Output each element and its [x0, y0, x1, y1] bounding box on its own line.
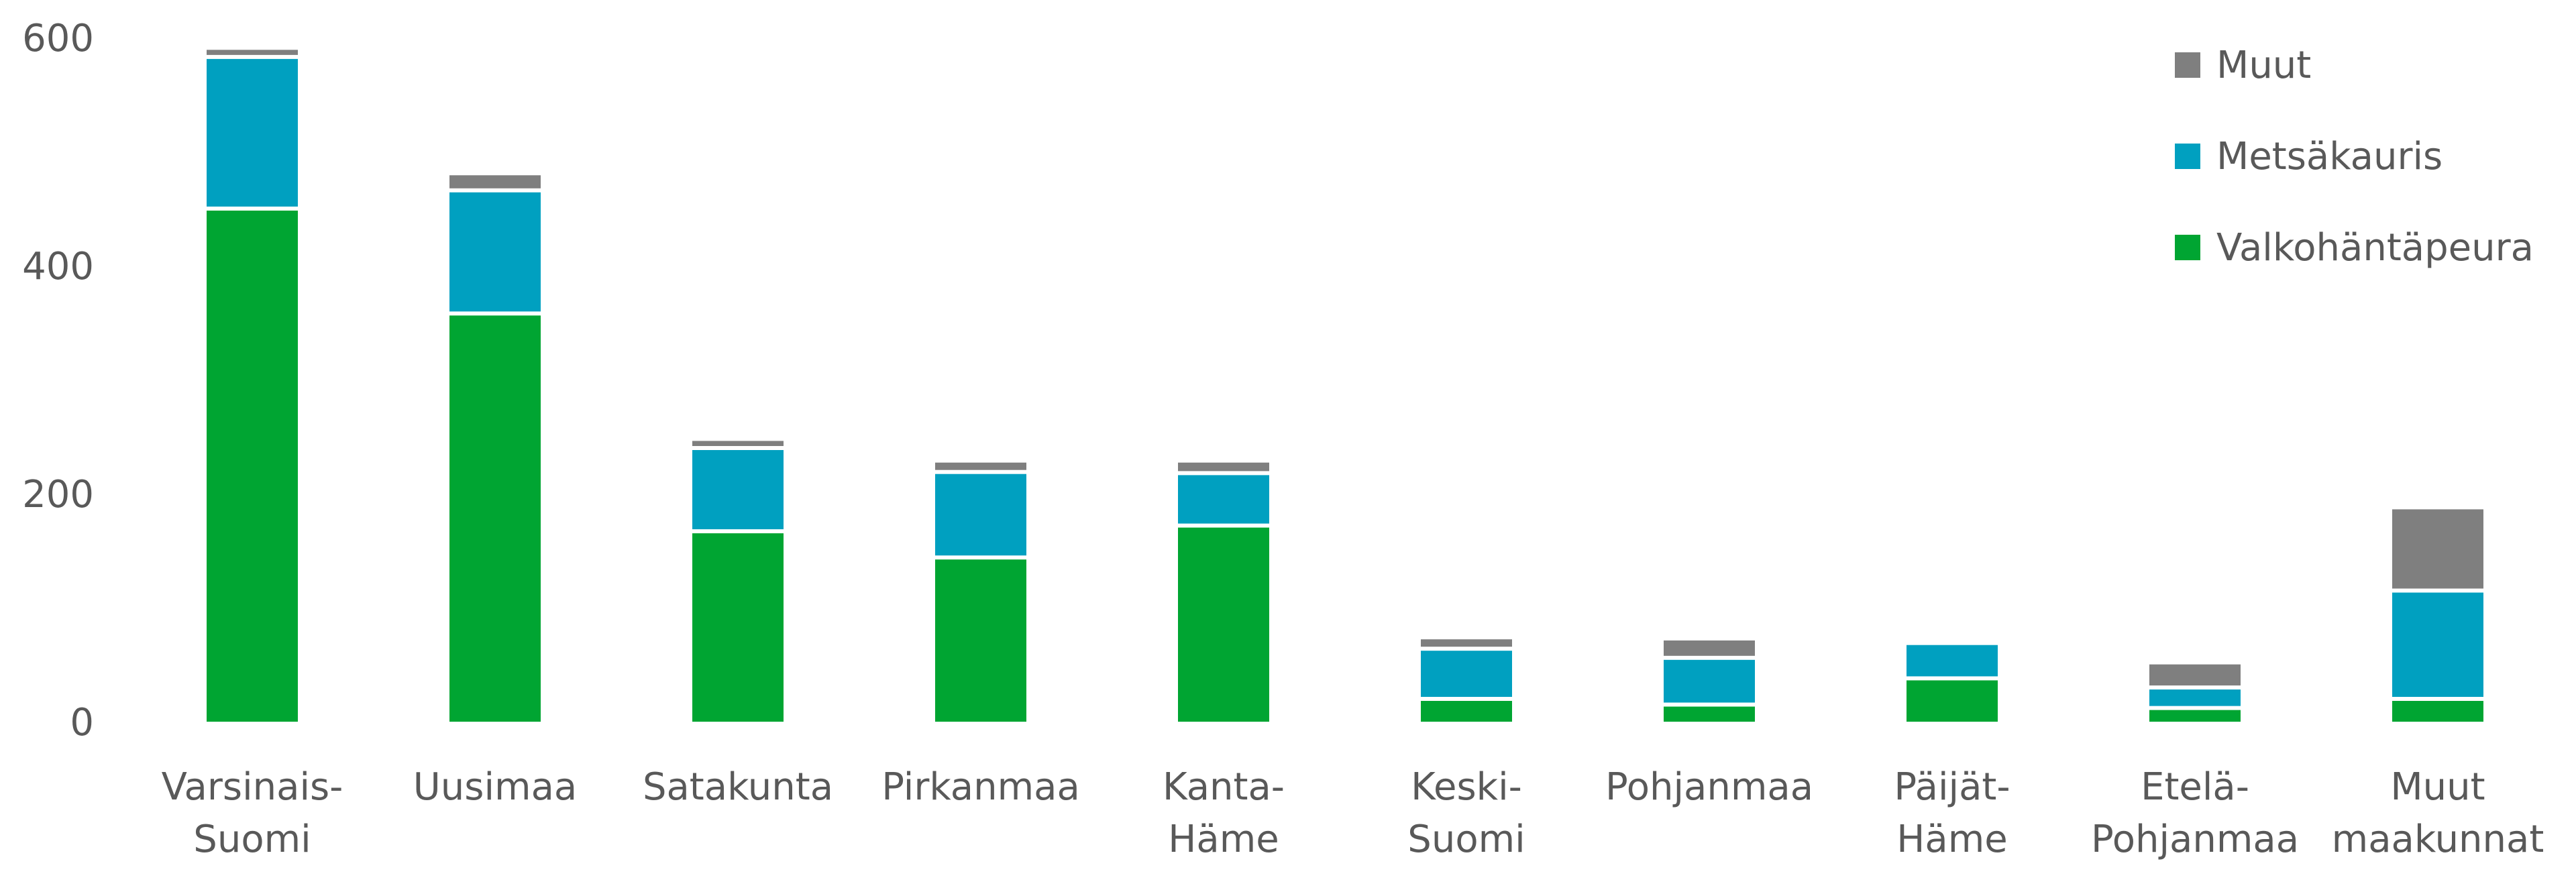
- bar-segment: [692, 533, 784, 722]
- bar-segment: [1178, 527, 1269, 722]
- bar-segment: [1178, 475, 1269, 524]
- x-category-label: Keski-Suomi: [1407, 765, 1525, 861]
- x-category-label: Pohjanmaa: [1605, 765, 1813, 809]
- bar-segment: [2149, 710, 2241, 722]
- legend-swatch: [2175, 52, 2200, 78]
- legend-label: Valkohäntäpeura: [2216, 226, 2534, 270]
- y-tick-label: 200: [22, 473, 94, 516]
- bar-segment: [207, 211, 298, 722]
- y-tick-label: 400: [22, 245, 94, 288]
- bar-segment: [2149, 689, 2241, 706]
- bar-segment: [935, 462, 1026, 470]
- bar-segment: [2392, 701, 2483, 722]
- bar-segment: [692, 450, 784, 530]
- x-category-label: Pirkanmaa: [881, 765, 1080, 809]
- legend-swatch: [2175, 235, 2200, 260]
- bar-segment: [449, 315, 541, 722]
- bars: [207, 50, 2483, 722]
- bar-segment: [1178, 462, 1269, 472]
- x-category-label: Kanta-Häme: [1163, 765, 1285, 861]
- bar-segment: [1907, 645, 1998, 677]
- bar-segment: [1907, 680, 1998, 722]
- y-tick-label: 600: [22, 17, 94, 60]
- bar-segment: [1664, 659, 1755, 703]
- bar-segment: [207, 50, 298, 55]
- bar-segment: [2149, 664, 2241, 685]
- legend-label: Metsäkauris: [2216, 135, 2443, 178]
- bar-segment: [2392, 509, 2483, 589]
- bar-segment: [1664, 640, 1755, 656]
- x-category-label: Muut maakunnat: [2332, 765, 2544, 861]
- legend: Muut Metsäkauris Valkohäntäpeura: [2175, 44, 2534, 270]
- x-category-label: Uusimaa: [413, 765, 577, 809]
- bar-segment: [1421, 639, 1512, 647]
- bar-segment: [207, 58, 298, 207]
- legend-swatch: [2175, 144, 2200, 169]
- bar-segment: [935, 559, 1026, 722]
- bar-segment: [1421, 651, 1512, 697]
- x-category-label: Varsinais-Suomi: [162, 765, 343, 861]
- bar-segment: [692, 441, 784, 446]
- bar-segment: [1664, 706, 1755, 722]
- bar-segment: [449, 175, 541, 188]
- legend-label: Muut: [2216, 44, 2311, 87]
- bar-segment: [449, 192, 541, 312]
- x-category-label: Satakunta: [643, 765, 833, 809]
- bar-segment: [1421, 701, 1512, 722]
- bar-segment: [935, 474, 1026, 556]
- x-category-label: Etelä-Pohjanmaa: [2091, 765, 2299, 861]
- x-axis: Varsinais-Suomi Uusimaa Satakunta Pirkanmaa…: [162, 765, 2544, 861]
- bar-segment: [2392, 592, 2483, 697]
- y-axis: 0 200 400 600: [22, 17, 94, 744]
- y-tick-label: 0: [70, 701, 94, 744]
- x-category-label: Päijät-Häme: [1894, 765, 2010, 861]
